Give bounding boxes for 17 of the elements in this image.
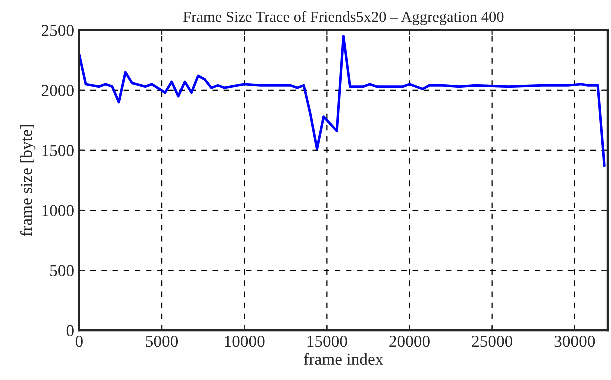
y-tick-label: 1000: [42, 205, 74, 216]
x-tick-label: 15000: [308, 336, 348, 348]
y-tick-label: 0: [66, 325, 74, 337]
x-axis-title: frame index: [304, 353, 384, 366]
y-tick-label: 2000: [42, 85, 74, 96]
x-tick-label: 25000: [472, 336, 513, 348]
x-tick-label: 30000: [554, 336, 596, 348]
chart-title: Frame Size Trace of Friends5x20 – Aggregation 400: [184, 11, 504, 26]
x-tick-label: 0: [76, 336, 83, 348]
x-tick-label: 5000: [146, 336, 178, 348]
y-tick-label: 1500: [42, 145, 74, 156]
x-tick-label: 20000: [390, 336, 430, 348]
y-axis-title: frame size [byte]: [20, 125, 36, 236]
line-series: [79, 35, 606, 168]
y-tick-label: 2500: [42, 25, 74, 36]
y-tick-label: 500: [50, 265, 74, 277]
x-tick-label: 10000: [225, 336, 265, 348]
